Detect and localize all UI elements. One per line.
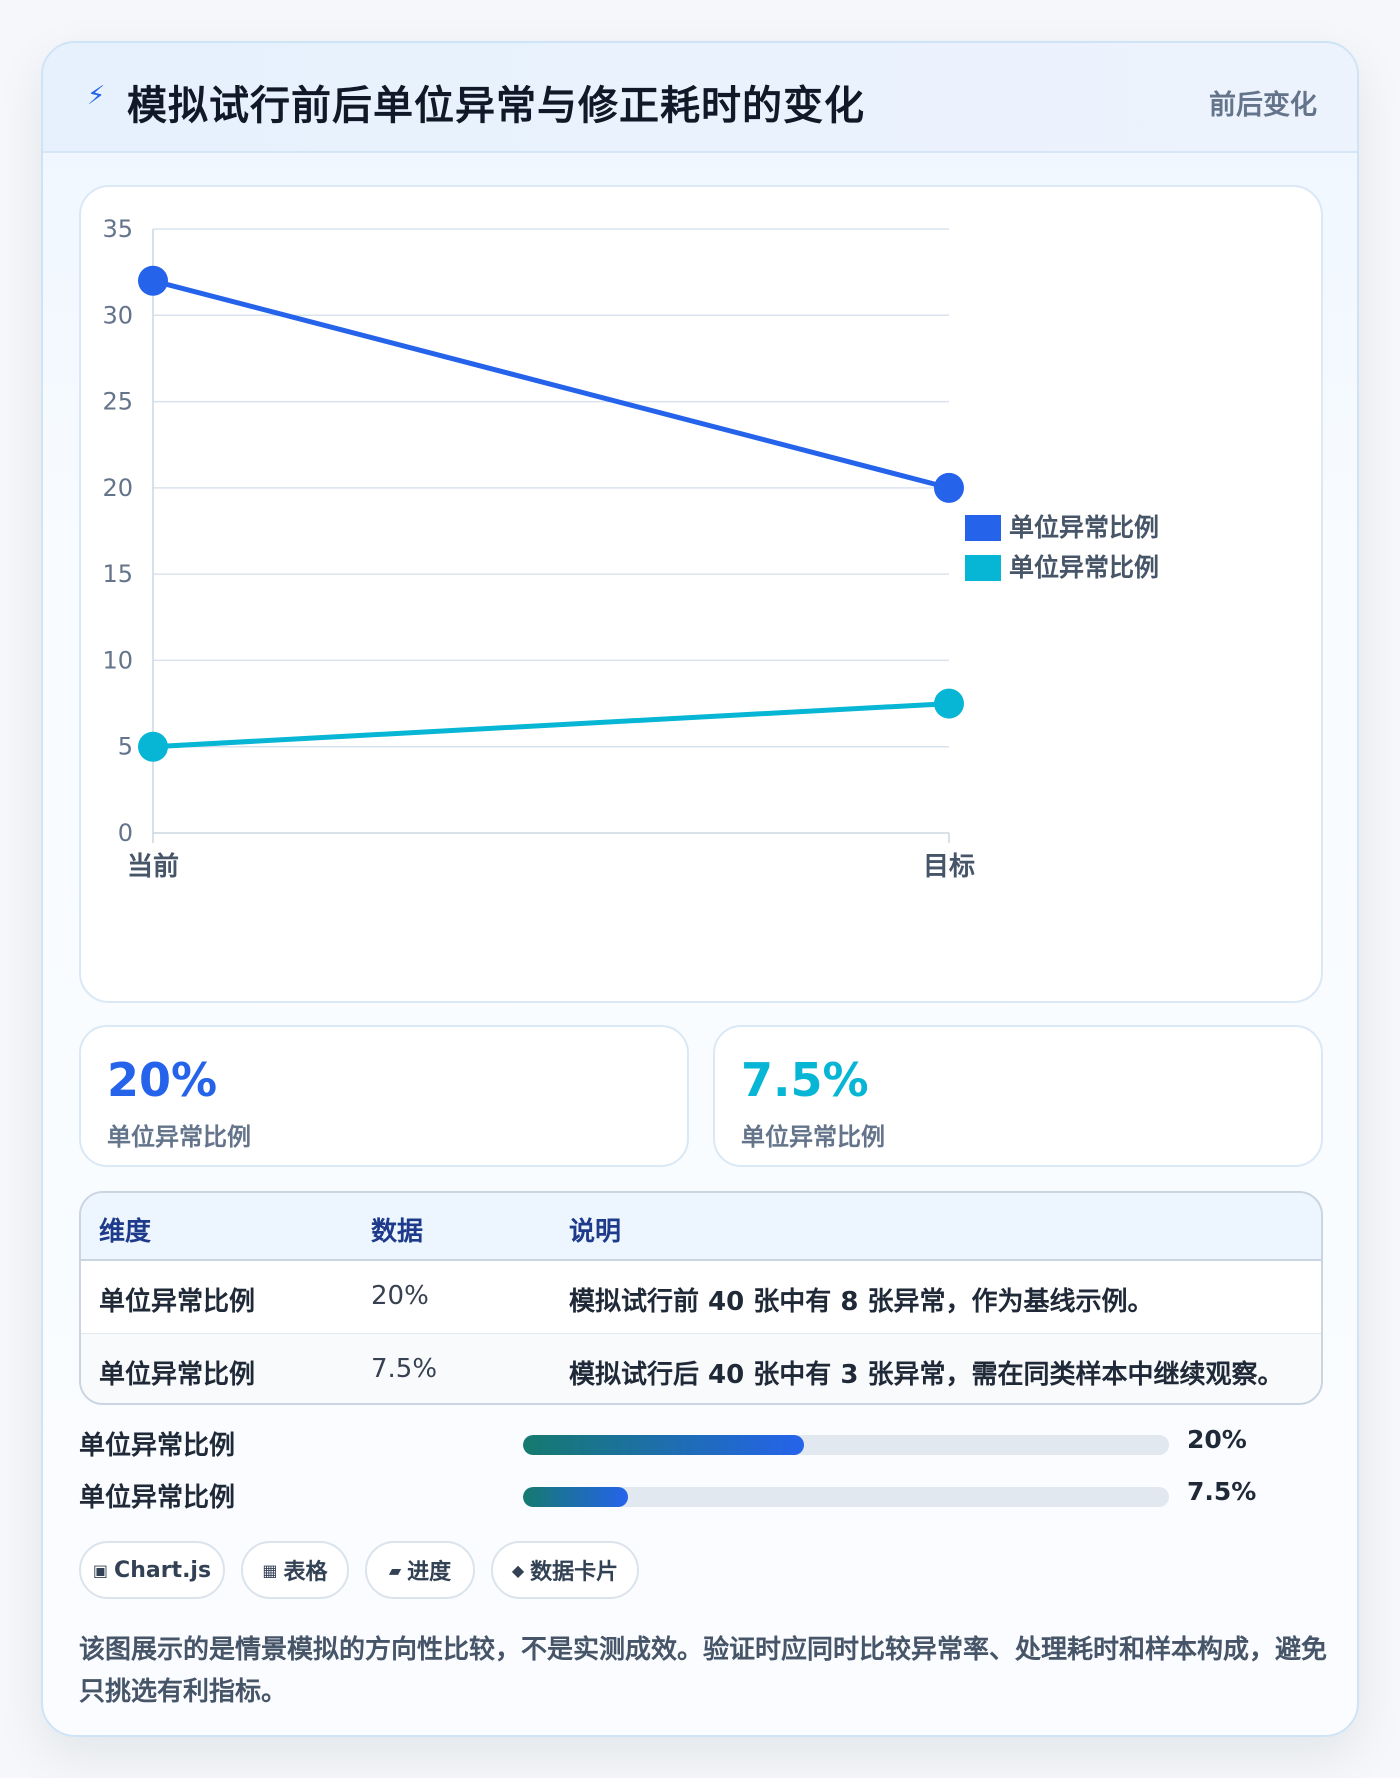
y-tick-label: 0 <box>118 819 133 847</box>
chip-data-card[interactable]: ◆ 数据卡片 <box>491 1541 639 1599</box>
progress-fill <box>523 1435 804 1455</box>
column-header: 维度 <box>99 1217 152 1247</box>
column-header: 说明 <box>569 1217 622 1247</box>
x-tick-label: 目标 <box>923 852 975 882</box>
data-point <box>138 731 168 762</box>
x-tick-label: 当前 <box>127 851 179 882</box>
progress-value: 20% <box>1187 1425 1247 1454</box>
card-header: ⚡ 模拟试行前后单位异常与修正耗时的变化 前后变化 <box>43 43 1357 153</box>
data-point <box>934 688 964 719</box>
table-icon: ▦ <box>262 1560 278 1580</box>
table-row: 单位异常比例 20% 模拟试行前 40 张中有 8 张异常，作为基线示例。 <box>81 1261 1321 1333</box>
chip-label: 进度 <box>407 1560 452 1585</box>
y-tick-label: 30 <box>102 301 133 329</box>
chip-progress[interactable]: ▰ 进度 <box>365 1541 475 1599</box>
data-point <box>934 472 964 503</box>
chip-table[interactable]: ▦ 表格 <box>241 1541 349 1599</box>
table-cell: 单位异常比例 <box>99 1360 256 1390</box>
progress-value: 7.5% <box>1187 1477 1257 1506</box>
kpi-card-before: 20% 单位异常比例 <box>79 1025 689 1167</box>
progress-icon: ▰ <box>388 1560 402 1580</box>
series-line <box>152 278 950 491</box>
y-tick-label: 10 <box>102 646 133 674</box>
kpi-label: 单位异常比例 <box>107 1123 251 1151</box>
footnote: 该图展示的是情景模拟的方向性比较，不是实测成效。验证时应同时比较异常率、处理耗时… <box>79 1635 1328 1707</box>
y-tick-label: 20 <box>102 474 133 502</box>
table-cell: 模拟试行前 40 张中有 8 张异常，作为基线示例。 <box>569 1287 1154 1317</box>
chart-icon: ▣ <box>92 1560 109 1580</box>
table-cell: 20% <box>371 1281 429 1311</box>
kpi-value: 7.5% <box>741 1053 869 1107</box>
legend-label: 单位异常比例 <box>1009 513 1159 542</box>
table-header: 维度 数据 说明 <box>81 1193 1321 1261</box>
legend-swatch <box>965 515 1001 541</box>
progress-row: 单位异常比例 7.5% <box>79 1475 1323 1515</box>
y-tick-label: 35 <box>102 215 133 243</box>
kpi-label: 单位异常比例 <box>741 1123 885 1151</box>
column-header: 数据 <box>371 1217 424 1247</box>
table-cell: 单位异常比例 <box>99 1287 256 1317</box>
diamond-icon: ◆ <box>511 1560 525 1580</box>
line-chart: 0 5 10 15 20 25 30 35 当前 目标 单位异常比例 单位异常比例 <box>79 185 1323 1003</box>
chip-label: 数据卡片 <box>530 1560 619 1585</box>
chip-chartjs[interactable]: ▣ Chart.js <box>79 1541 225 1599</box>
kpi-value: 20% <box>107 1053 218 1107</box>
data-point <box>138 265 168 296</box>
y-tick-label: 5 <box>118 733 133 761</box>
progress-track <box>523 1487 1169 1507</box>
kpi-card-after: 7.5% 单位异常比例 <box>713 1025 1323 1167</box>
progress-track <box>523 1435 1169 1455</box>
legend-swatch <box>965 555 1001 581</box>
data-table: 维度 数据 说明 单位异常比例 20% 模拟试行前 40 张中有 8 张异常，作… <box>79 1191 1323 1405</box>
progress-fill <box>523 1487 629 1507</box>
table-cell: 模拟试行后 40 张中有 3 张异常，需在同类样本中继续观察。 <box>569 1360 1284 1390</box>
chip-label: 表格 <box>283 1560 328 1585</box>
series-line <box>152 701 950 750</box>
progress-label: 单位异常比例 <box>79 1483 236 1513</box>
table-cell: 7.5% <box>371 1354 438 1384</box>
y-tick-label: 15 <box>102 560 133 588</box>
lightning-icon: ⚡ <box>87 81 106 111</box>
table-row: 单位异常比例 7.5% 模拟试行后 40 张中有 3 张异常，需在同类样本中继续… <box>81 1333 1321 1403</box>
header-tag: 前后变化 <box>1209 90 1317 121</box>
card-title: 模拟试行前后单位异常与修正耗时的变化 <box>127 83 865 129</box>
progress-label: 单位异常比例 <box>79 1431 236 1461</box>
chart-card: ⚡ 模拟试行前后单位异常与修正耗时的变化 前后变化 0 5 10 15 20 25 30 35… <box>41 41 1359 1737</box>
chip-label: Chart.js <box>114 1557 212 1583</box>
progress-row: 单位异常比例 20% <box>79 1423 1323 1463</box>
y-tick-label: 25 <box>102 388 133 416</box>
legend-label: 单位异常比例 <box>1009 553 1159 582</box>
